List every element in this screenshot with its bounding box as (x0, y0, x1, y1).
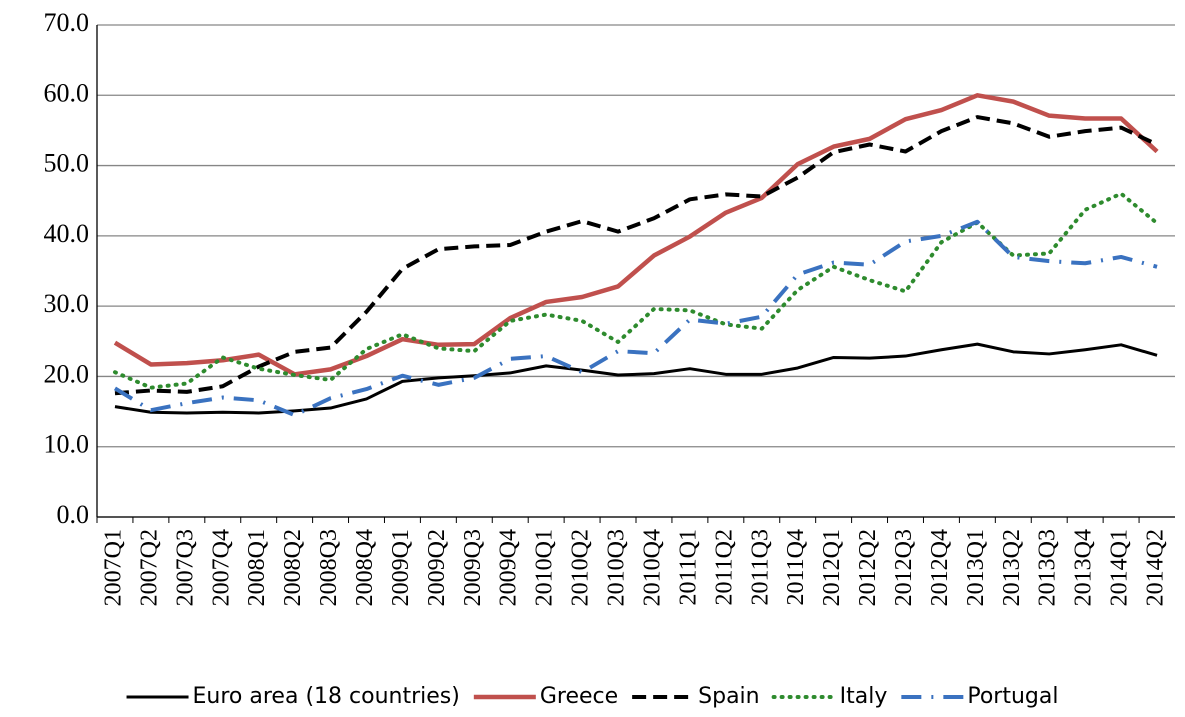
x-tick-label: 2010Q3 (604, 529, 630, 606)
legend-label: Greece (540, 684, 618, 709)
series-line (114, 342, 1158, 415)
series-line (112, 191, 1160, 390)
legend-label: Portugal (967, 684, 1058, 709)
x-tick-label: 2007Q4 (208, 529, 234, 606)
y-tick-label: 50.0 (44, 149, 90, 178)
x-tick-label: 2009Q2 (424, 529, 450, 606)
legend-label: Spain (698, 684, 759, 709)
y-tick-label: 10.0 (44, 430, 90, 459)
y-tick-label: 70.0 (44, 8, 90, 37)
x-tick-label: 2007Q3 (172, 529, 198, 606)
x-tick-label: 2009Q4 (496, 529, 522, 606)
legend-label: Italy (840, 684, 888, 709)
x-tick-label: 2011Q1 (675, 529, 701, 605)
y-tick-label: 60.0 (44, 78, 90, 107)
x-tick-label: 2012Q2 (855, 529, 881, 606)
x-tick-label: 2008Q4 (352, 529, 378, 606)
series-line (114, 115, 1158, 396)
x-tick-label: 2011Q3 (747, 529, 773, 605)
x-tick-label: 2010Q2 (568, 529, 594, 606)
series-line (113, 219, 1158, 418)
x-tick-label: 2009Q1 (388, 529, 414, 606)
x-tick-label: 2011Q4 (783, 529, 809, 605)
x-tick-label: 2007Q2 (136, 529, 162, 606)
legend-label: Euro area (18 countries) (193, 684, 460, 709)
x-tick-label: 2013Q3 (1035, 529, 1061, 606)
x-tick-label: 2010Q1 (532, 529, 558, 606)
x-tick-label: 2010Q4 (639, 529, 665, 606)
x-tick-label: 2013Q2 (999, 529, 1025, 606)
x-tick-label: 2007Q1 (100, 529, 126, 606)
y-tick-label: 30.0 (44, 289, 90, 318)
x-tick-label: 2008Q1 (244, 529, 270, 606)
x-tick-label: 2014Q2 (1143, 529, 1169, 606)
y-tick-label: 0.0 (57, 500, 90, 529)
y-tick-label: 40.0 (44, 219, 90, 248)
x-tick-label: 2008Q2 (280, 529, 306, 606)
x-tick-label: 2012Q4 (927, 529, 953, 606)
x-tick-label: 2014Q1 (1107, 529, 1133, 606)
x-tick-label: 2013Q1 (963, 529, 989, 606)
x-tick-label: 2013Q4 (1071, 529, 1097, 606)
series-line (113, 93, 1159, 377)
y-tick-label: 20.0 (44, 359, 90, 388)
x-tick-label: 2012Q1 (819, 529, 845, 606)
x-tick-label: 2009Q3 (460, 529, 486, 606)
x-tick-label: 2012Q3 (891, 529, 917, 606)
legend: Euro area (18 countries) Greece Spain Italy… (126, 684, 1058, 709)
x-tick-label: 2011Q2 (711, 529, 737, 605)
x-tick-label: 2008Q3 (316, 529, 342, 606)
